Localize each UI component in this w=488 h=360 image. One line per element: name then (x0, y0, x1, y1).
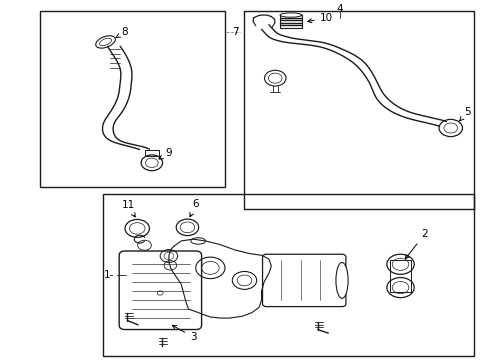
Text: 5: 5 (459, 107, 470, 121)
Text: 9: 9 (159, 148, 172, 159)
Text: 11: 11 (121, 200, 135, 217)
Ellipse shape (280, 13, 301, 17)
Bar (145, 150, 158, 156)
Text: 10: 10 (307, 13, 332, 23)
Text: 6: 6 (189, 199, 199, 217)
Text: 4: 4 (336, 4, 342, 14)
Bar (40, 12, 224, 187)
Bar (244, 12, 473, 209)
Bar (389, 260, 410, 292)
Text: 1-: 1- (104, 270, 114, 280)
Text: 2: 2 (405, 229, 427, 259)
Text: 8: 8 (116, 27, 128, 37)
Text: 7: 7 (232, 27, 239, 37)
Bar (103, 194, 473, 356)
Ellipse shape (335, 262, 347, 298)
Text: 3: 3 (172, 325, 196, 342)
